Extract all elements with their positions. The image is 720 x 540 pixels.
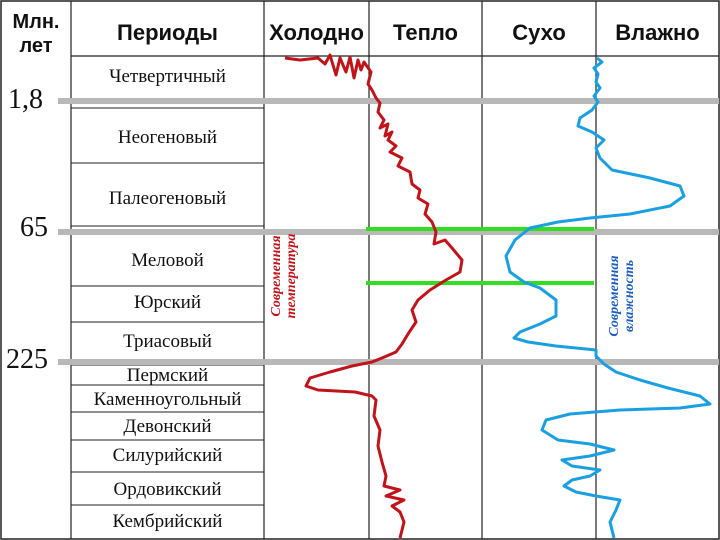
label-modern-humidity: Современная влажность — [607, 255, 637, 337]
age-label-65: 65 — [20, 212, 48, 243]
period-cambrian: Кембрийский — [112, 511, 223, 532]
period-devonian: Девонский — [123, 416, 212, 437]
header-warm: Тепло — [393, 20, 458, 45]
period-carboniferous: Каменноугольный — [93, 389, 242, 410]
header-age-column: Млн. лет — [12, 11, 60, 57]
period-ordovician: Ордовикский — [113, 479, 222, 500]
humidity-curve — [504, 56, 712, 539]
period-cretaceous: Меловой — [131, 250, 204, 271]
period-quaternary: Четвертичный — [109, 66, 226, 87]
period-triassic: Триасовый — [123, 331, 212, 352]
header-periods: Периоды — [117, 20, 218, 45]
age-label-225: 225 — [6, 344, 48, 375]
period-permian: Пермский — [126, 365, 209, 386]
period-silurian: Силурийский — [112, 445, 223, 466]
period-jurassic: Юрский — [133, 292, 202, 313]
temperature-curve — [284, 53, 464, 539]
period-neogene: Неогеновый — [117, 127, 218, 148]
period-paleogene: Палеогеновый — [108, 188, 227, 209]
age-label-1-8: 1,8 — [8, 84, 43, 115]
header-cold: Холодно — [269, 20, 364, 45]
header-wet: Влажно — [615, 20, 700, 45]
header-dry: Сухо — [512, 20, 566, 45]
label-modern-temperature: Современная температура — [269, 233, 299, 319]
